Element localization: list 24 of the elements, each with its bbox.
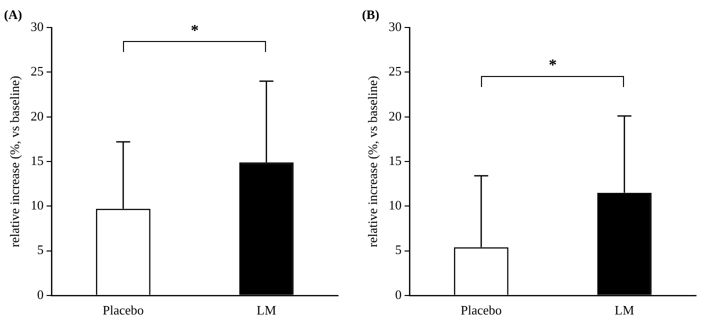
y-axis-title: relative increase (%, vs baseline) — [365, 76, 380, 248]
chart-title: (B) — [362, 7, 380, 22]
y-tick-label: 25 — [30, 64, 44, 79]
y-tick-label: 15 — [30, 152, 44, 168]
y-tick-label: 15 — [388, 152, 402, 168]
y-axis-title: relative increase (%, vs baseline) — [7, 76, 22, 248]
y-tick-label: 5 — [395, 242, 402, 258]
y-tick-label: 30 — [388, 19, 402, 34]
y-tick-label: 10 — [388, 198, 402, 213]
y-tick-label: 10 — [30, 198, 44, 213]
y-tick-label: 20 — [30, 108, 44, 124]
y-tick-label: 30 — [30, 19, 44, 34]
x-tick-label: LM — [256, 302, 277, 318]
y-tick-label: 20 — [388, 108, 402, 124]
annotation: * — [190, 22, 199, 40]
y-tick-label: 0 — [395, 286, 402, 302]
y-tick-label: 5 — [37, 242, 44, 258]
y-tick-label: 0 — [37, 286, 44, 302]
annotation: * — [548, 57, 557, 74]
x-tick-label: Placebo — [102, 302, 144, 318]
y-tick-label: 25 — [388, 64, 402, 79]
x-tick-label: Placebo — [460, 302, 502, 318]
chart-title: (A) — [4, 7, 22, 22]
x-tick-label: LM — [614, 302, 635, 318]
